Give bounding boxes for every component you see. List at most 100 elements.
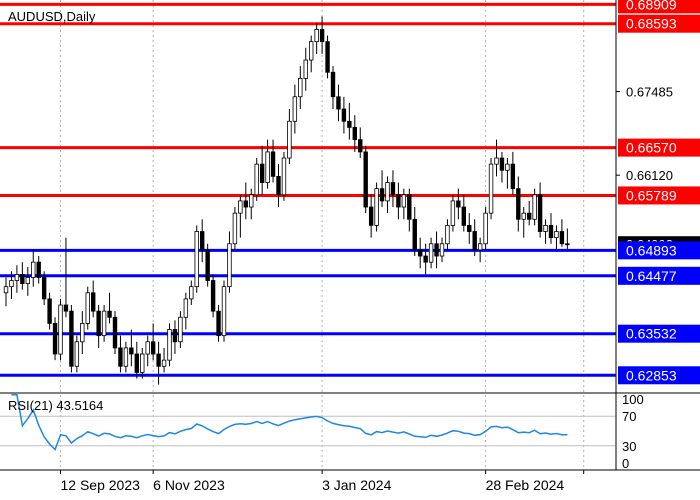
candle (565, 228, 570, 250)
support-level-tag: 0.64893 (618, 241, 700, 260)
time-tick-label: 28 Feb 2024 (486, 477, 565, 493)
time-tick-label: 12 Sep 2023 (61, 477, 141, 493)
candle (516, 176, 521, 232)
candle (14, 265, 20, 293)
vertical-grid (60, 0, 585, 468)
resistance-level-tag: 0.68909 (618, 0, 700, 14)
candle (483, 207, 488, 250)
price-level-tags: 0.649930.689090.685930.665700.657890.648… (618, 0, 700, 385)
candle (216, 305, 221, 342)
rsi-label: RSI(21) 43.5164 (8, 398, 103, 413)
price-tick-label: 0.67485 (626, 85, 673, 100)
candlestick-series (3, 16, 570, 385)
svg-text:0.64893: 0.64893 (626, 242, 677, 258)
candle (287, 109, 292, 165)
candle (96, 305, 101, 348)
candle (374, 182, 379, 232)
candle (368, 194, 374, 238)
svg-text:0.68909: 0.68909 (626, 0, 677, 12)
candle (107, 292, 112, 324)
svg-text:0.68593: 0.68593 (626, 16, 677, 32)
candle (456, 188, 461, 220)
candle (276, 164, 281, 208)
symbol-label: AUDUSD,Daily (8, 9, 96, 24)
candle (80, 311, 85, 355)
candle (314, 23, 319, 54)
candle (445, 219, 450, 250)
candle (521, 207, 526, 238)
candle (467, 213, 472, 244)
candle (390, 170, 396, 208)
candle (243, 182, 248, 220)
svg-text:0.63532: 0.63532 (626, 326, 677, 342)
candle (548, 213, 554, 244)
candle (52, 317, 58, 361)
candle (358, 127, 363, 159)
candle (259, 145, 265, 195)
support-level-tag: 0.64477 (618, 266, 700, 285)
candle (25, 267, 30, 296)
svg-text:0.66570: 0.66570 (626, 140, 677, 156)
candle (412, 207, 417, 257)
resistance-level-tag: 0.66570 (618, 138, 700, 157)
rsi-tick-label: 70 (622, 409, 636, 424)
candle (232, 207, 238, 250)
candle (347, 102, 352, 140)
candle (352, 115, 357, 152)
svg-text:0.65789: 0.65789 (626, 187, 677, 203)
candle (254, 158, 259, 201)
candle (249, 188, 254, 220)
candle (36, 256, 41, 284)
candle (554, 225, 559, 250)
candle (101, 305, 107, 342)
candle (319, 16, 325, 54)
candle (227, 231, 232, 293)
candle (559, 219, 565, 247)
candle (194, 225, 199, 293)
candle (439, 237, 445, 263)
candle (417, 237, 423, 269)
svg-text:0.64477: 0.64477 (626, 268, 677, 284)
candle (450, 194, 456, 232)
resistance-level-tag: 0.68593 (618, 14, 700, 33)
candle (494, 139, 499, 177)
candle (183, 292, 189, 330)
svg-text:0.62853: 0.62853 (626, 367, 677, 383)
candle (9, 271, 14, 299)
candle (281, 151, 287, 201)
candle (532, 188, 537, 226)
candle (118, 335, 123, 373)
candle (499, 151, 505, 183)
candle (527, 200, 532, 226)
candle (505, 158, 510, 189)
candle (472, 219, 477, 257)
candle (292, 84, 298, 134)
candle (112, 311, 118, 355)
candle (401, 188, 407, 220)
candle (407, 188, 412, 232)
rsi-tick-label: 0 (622, 456, 629, 471)
rsi-panel (0, 392, 700, 451)
candle (325, 35, 330, 79)
candle (20, 262, 25, 290)
candle (537, 182, 543, 238)
candle (140, 347, 145, 379)
candle (221, 280, 227, 342)
candle (58, 298, 63, 361)
candle (156, 341, 161, 385)
candle (129, 329, 134, 367)
candle (303, 47, 308, 91)
candle (145, 335, 150, 367)
price-tick-label: 0.66120 (626, 168, 673, 183)
rsi-tick-label: 100 (622, 392, 644, 407)
candle (189, 280, 194, 306)
candle (41, 271, 47, 306)
candle (270, 139, 276, 183)
candle (385, 176, 390, 214)
support-level-tag: 0.62853 (618, 366, 700, 385)
time-tick-label: 6 Nov 2023 (153, 477, 225, 493)
candle (330, 66, 336, 110)
candle (123, 341, 129, 373)
candle (238, 194, 243, 238)
